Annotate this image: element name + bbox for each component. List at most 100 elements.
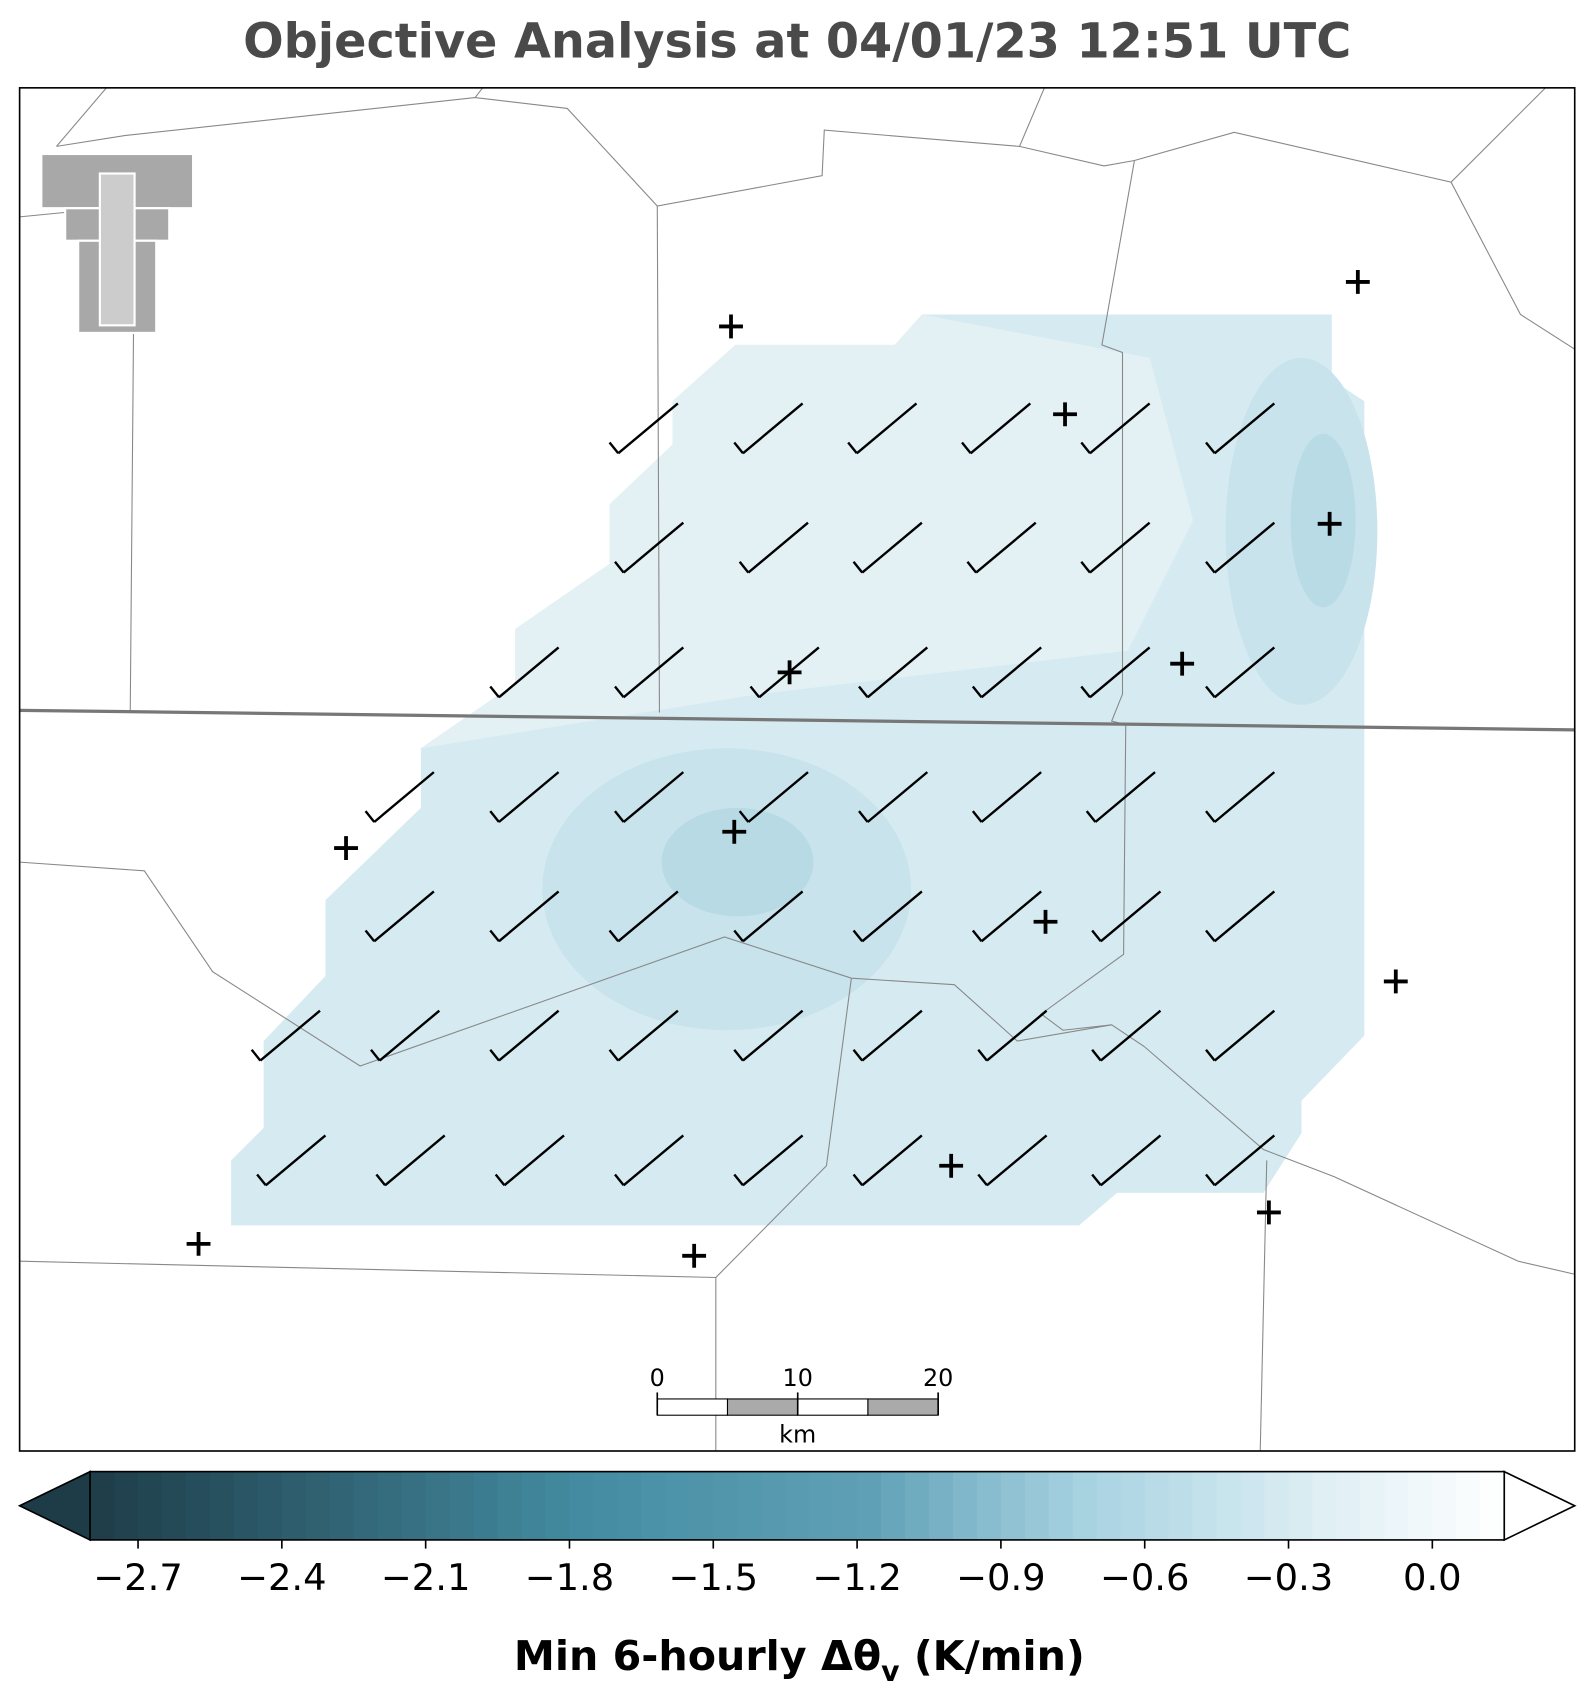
colorbar-bin [401,1471,427,1540]
wind-barb [1205,646,1276,699]
wind-barb [1091,1009,1162,1062]
colorbar-bin [1288,1471,1314,1540]
colorbar-bin [162,1471,187,1540]
colorbar-bin [497,1471,523,1540]
station [1053,402,1077,427]
scalebar-segment [797,1398,869,1416]
colorbar-tick-label: −2.7 [93,1556,183,1599]
colorbar-bin [928,1471,954,1540]
colorbar-bin [473,1471,499,1540]
contour [661,807,814,917]
wind-barb [1091,890,1162,943]
title: Objective Analysis at 04/01/23 12:51 UTC [243,14,1351,69]
colorbar-bin [1432,1471,1457,1540]
colorbar-bin [1048,1471,1074,1540]
colorbar-bin [1192,1471,1218,1540]
colorbar-bin [425,1471,451,1540]
wind-barb [364,771,435,823]
colorbar-bin [1264,1471,1290,1540]
station [334,836,358,860]
wind-barb [489,646,560,699]
colorbar-bin [737,1471,762,1540]
station [1170,651,1195,676]
colorbar-bin [833,1471,858,1540]
wind-barb [733,402,804,455]
scalebar: 0 10 20 km [650,1364,954,1448]
colorbar-extend-max [1503,1470,1577,1542]
scalebar-segment [726,1398,799,1416]
colorbar-bin [521,1471,547,1540]
wind-barb [608,890,679,943]
colorbar-bin [257,1471,283,1540]
colorbar-bin [905,1471,930,1540]
station [722,819,747,844]
wind-barb [614,1134,685,1187]
wind-barb [489,1009,560,1062]
colorbar-bin [593,1471,619,1540]
colorbar-bin [449,1471,475,1540]
station [1383,969,1408,994]
wind-barb [733,1134,804,1187]
wind-barb [608,1009,679,1062]
colorbar-bin [689,1471,714,1540]
wind-barb [852,890,923,943]
colorbar-bin [1336,1471,1362,1540]
wind-barb [489,890,560,943]
colorbar-tick-label: −0.3 [1244,1556,1334,1599]
station [1317,511,1342,536]
map: 0 10 20 km [18,87,1576,1452]
analysis-field-light [420,314,1193,749]
wind-barb [971,771,1042,823]
colorbar-bin [545,1471,571,1540]
colorbar-bin [569,1471,595,1540]
wind-barb [977,1134,1048,1187]
colorbar-bin [809,1471,834,1540]
colorbar-bin [1384,1471,1410,1540]
colorbar-bin [1072,1471,1098,1540]
contour [1290,433,1356,608]
wind-barb [1205,402,1276,455]
colorbar-bin [976,1471,1002,1540]
colorbar-bin [90,1471,115,1540]
colorbar-bin [138,1471,163,1540]
colorbar-bin [665,1471,690,1540]
colorbar-bin [1000,1471,1026,1540]
colorbar-bin [305,1471,331,1540]
wind-barb [256,1134,327,1187]
wind-barb [852,1134,923,1187]
colorbar-bin [881,1471,906,1540]
colorbar-tick-label: −2.4 [237,1556,327,1599]
colorbar-bin [1120,1471,1146,1540]
wind-barb [858,771,929,823]
wind-barb [1080,646,1151,699]
colorbar-tick-label: −1.8 [525,1556,615,1599]
colorbar-bin [1024,1471,1050,1540]
colorbar-tick-label: −1.2 [812,1556,902,1599]
label-subscript: v [881,1655,899,1688]
colorbar-bin [952,1471,978,1540]
colorbar-bin [857,1471,882,1540]
colorbar-bin [1168,1471,1194,1540]
wind-barb [1085,771,1156,823]
colorbar-bin [617,1471,643,1540]
colorbar-bin [1144,1471,1170,1540]
wind-barb [733,1009,804,1062]
station [682,1243,707,1268]
wind-barb [977,1009,1048,1062]
colorbar-bin [185,1471,211,1540]
scalebar-label: 10 [783,1364,813,1392]
colorbar-bin [1360,1471,1386,1540]
colorbar-tick-label: −0.6 [1100,1556,1190,1599]
colorbar-bin [641,1471,666,1540]
wind-barb [1205,890,1276,943]
colorbar-bin [713,1471,738,1540]
scalebar-unit: km [779,1420,816,1448]
wind-barb [614,521,685,574]
wind-barb [1205,1134,1276,1187]
wind-barb [847,402,918,455]
station [186,1231,211,1256]
colorbar-bin [353,1471,379,1540]
colorbar-bin [377,1471,403,1540]
map-frame [18,87,1576,1452]
colorbar-bin [1216,1471,1242,1540]
